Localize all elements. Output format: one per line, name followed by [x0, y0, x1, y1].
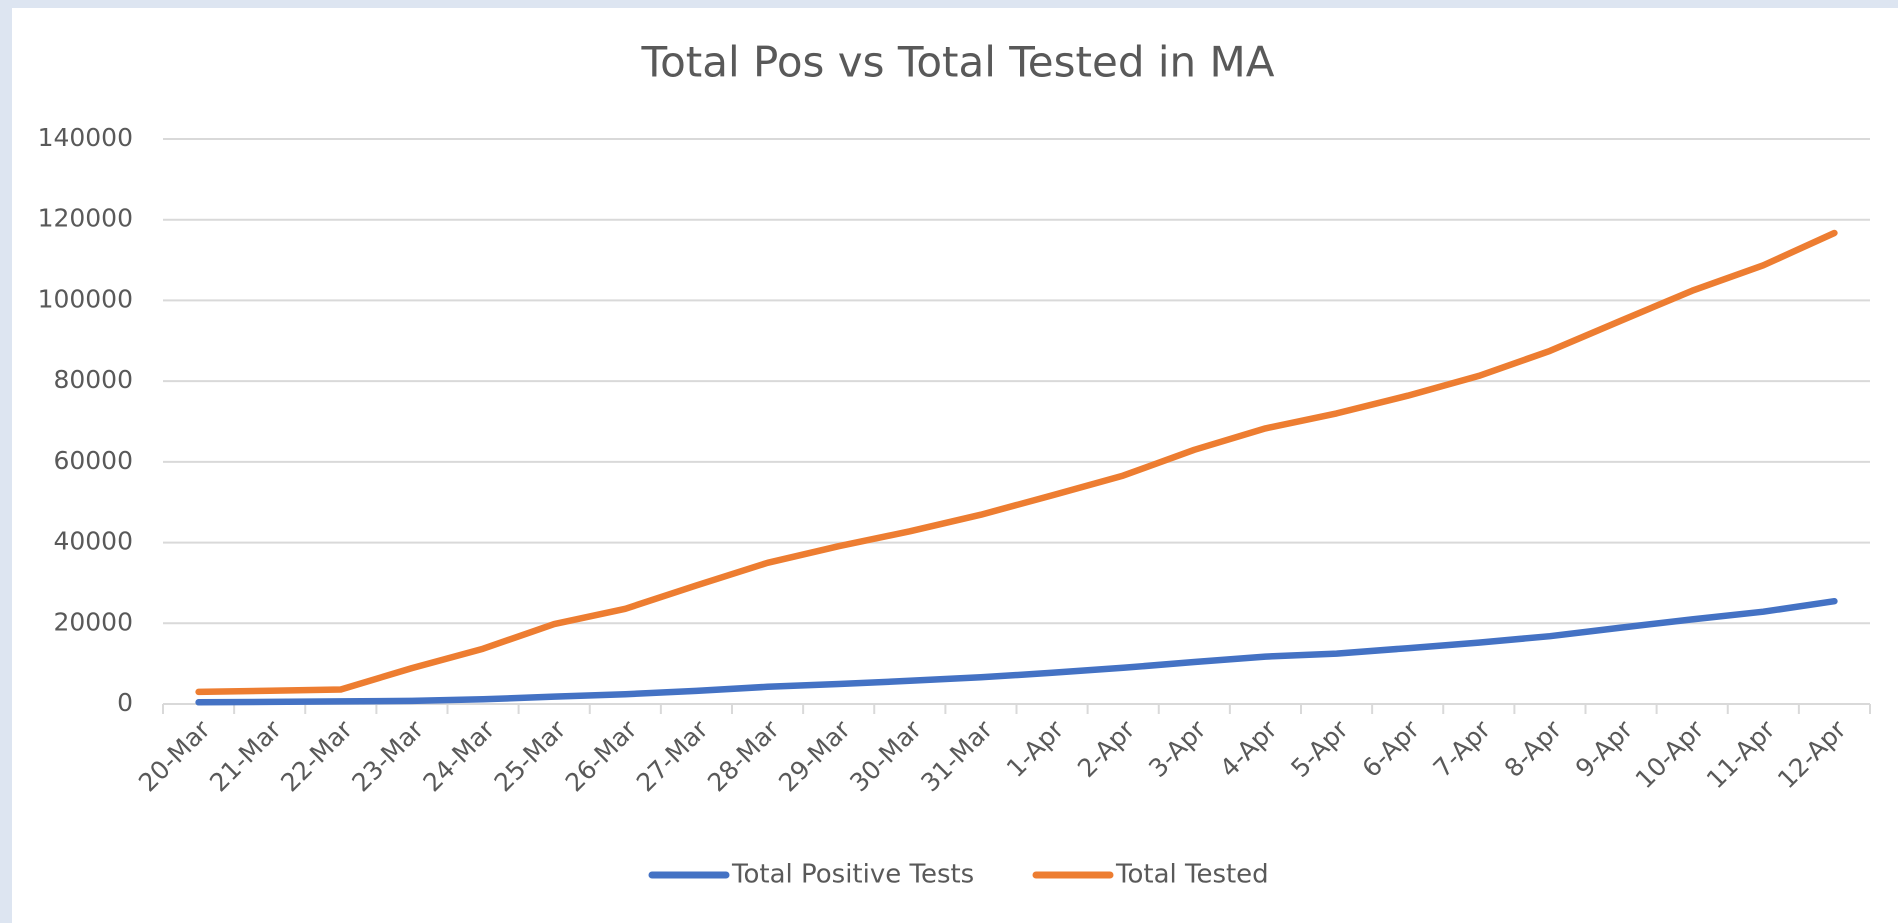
y-tick-label: 80000	[53, 365, 133, 394]
series-line	[195, 229, 1838, 696]
legend-label: Total Tested	[1115, 860, 1269, 890]
y-tick-label: 140000	[38, 123, 133, 152]
chart-area	[12, 8, 1898, 923]
legend-label: Total Positive Tests	[731, 860, 974, 890]
chart-title: Total Pos vs Total Tested in MA	[641, 38, 1275, 87]
y-tick-label: 60000	[53, 446, 133, 475]
y-tick-label: 20000	[53, 607, 133, 636]
series-line	[195, 597, 1838, 706]
y-tick-label: 40000	[53, 527, 133, 556]
y-tick-label: 0	[117, 688, 133, 717]
y-tick-label: 100000	[38, 284, 133, 313]
y-tick-label: 120000	[38, 204, 133, 233]
